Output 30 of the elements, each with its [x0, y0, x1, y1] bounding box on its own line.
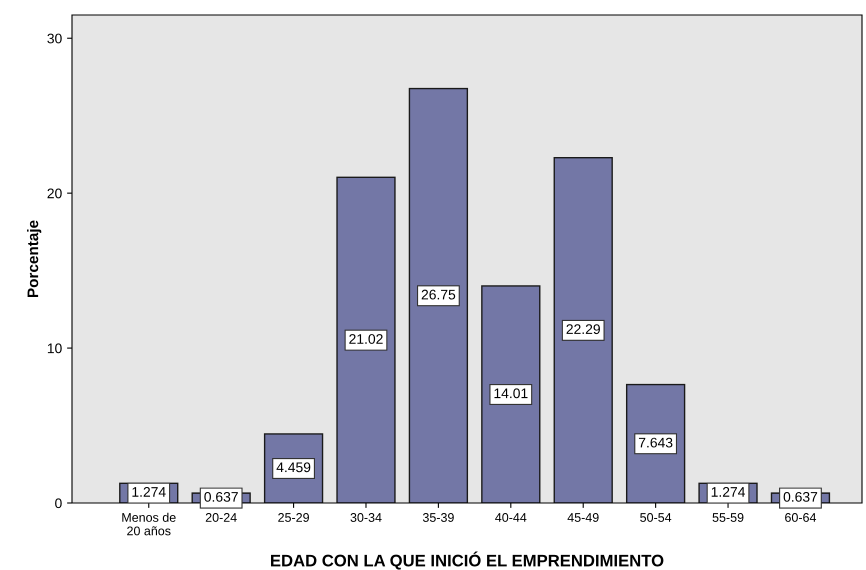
y-tick-label: 20: [48, 188, 62, 198]
bar: [336, 176, 396, 503]
x-tick-label: 60-64: [785, 513, 816, 522]
bar: [554, 156, 613, 503]
x-tick-label: 35-39: [422, 513, 454, 522]
data-label: 26.75: [422, 290, 456, 300]
y-tick-label: 30: [47, 34, 62, 44]
data-label: 21.02: [349, 334, 383, 344]
data-label: 4.459: [276, 462, 310, 472]
data-label: 0.637: [204, 492, 238, 502]
data-label: 0.637: [784, 492, 818, 502]
x-tick-label: 45-49: [568, 513, 599, 522]
x-tick-label: 40-44: [495, 513, 526, 522]
data-label: 14.01: [494, 388, 528, 398]
x-tick-label: 50-54: [640, 513, 672, 522]
x-tick-label: 25-29: [278, 513, 309, 522]
x-tick-label: 20-24: [206, 513, 237, 522]
data-label: 1.274: [712, 487, 746, 497]
y-tick-label: 0: [55, 498, 62, 508]
x-tick-label: Menos de 20 años: [122, 512, 176, 536]
bar: [408, 88, 468, 503]
y-tick-label: 10: [48, 343, 62, 354]
x-tick-label: 55-59: [712, 513, 744, 522]
data-label: 22.29: [566, 324, 600, 334]
data-label: 1.274: [132, 487, 166, 497]
bar: [481, 285, 540, 503]
x-axis-title: EDAD CON LA QUE INICIÓ EL EMPRENDIMIENTO: [271, 552, 664, 570]
x-tick-label: 30-34: [350, 513, 382, 522]
data-label: 7.643: [638, 438, 672, 448]
y-axis-title: Porcentaje: [27, 220, 42, 298]
